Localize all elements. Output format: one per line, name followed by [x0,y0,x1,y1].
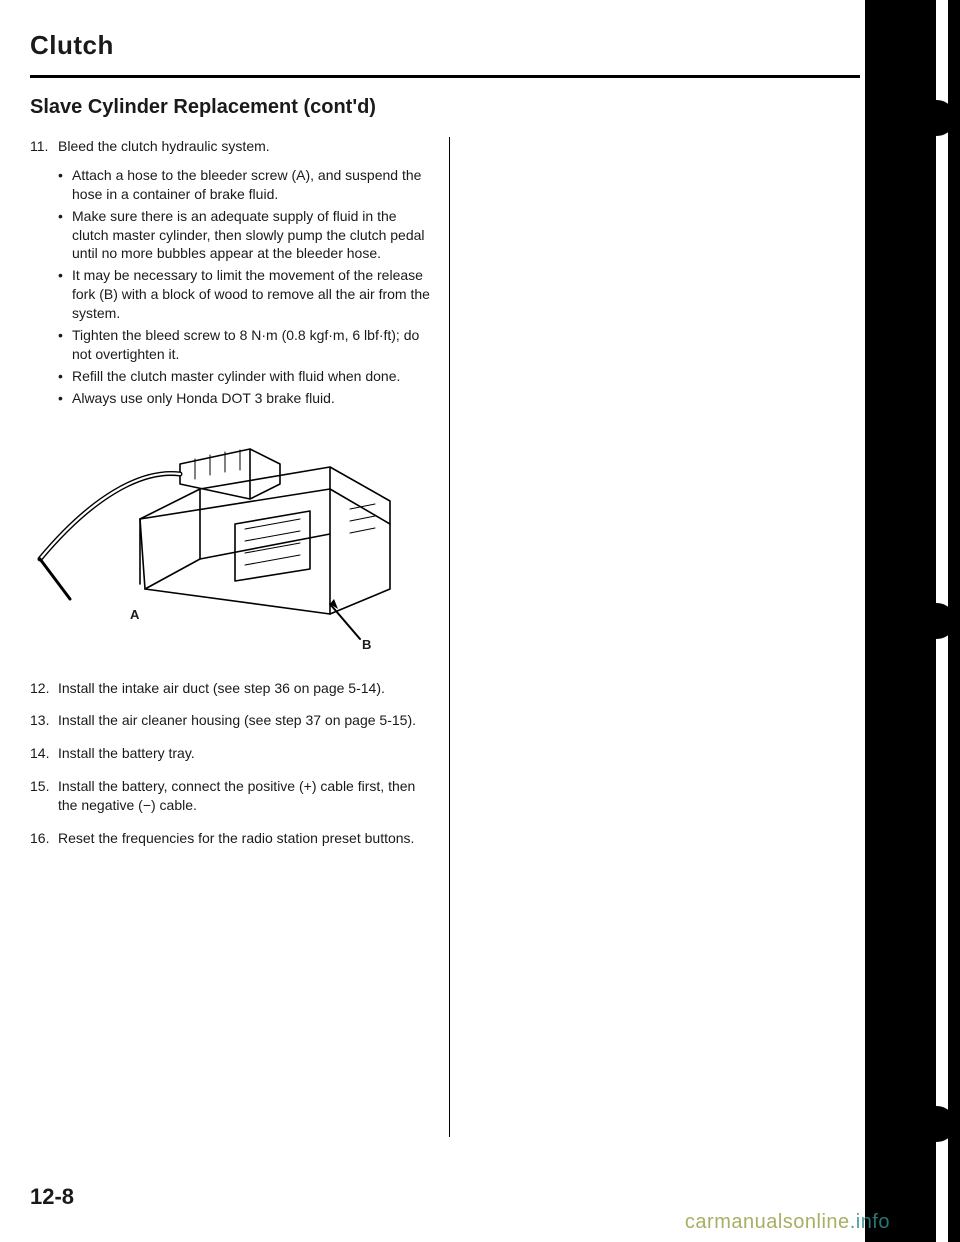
step-11: 11. Bleed the clutch hydraulic system. •… [30,137,431,411]
watermark: carmanualsonline.info [685,1211,890,1234]
step-text: Install the battery, connect the positiv… [58,777,431,815]
bullet-dot: • [58,266,72,323]
bullet-text: Tighten the bleed screw to 8 N·m (0.8 kg… [72,326,431,364]
bullet-dot: • [58,207,72,264]
step-15: 15. Install the battery, connect the pos… [30,777,431,815]
step-text: Install the battery tray. [58,744,431,763]
bullet-text: Make sure there is an adequate supply of… [72,207,431,264]
ring-clip-icon [890,85,960,155]
section-title: Slave Cylinder Replacement (cont'd) [30,96,860,119]
figure-slave-cylinder: A B [30,429,410,659]
watermark-text-a: carmanualsonline [685,1211,850,1233]
bullet-dot: • [58,326,72,364]
bullet-text: Refill the clutch master cylinder with f… [72,367,431,386]
step-number: 12. [30,679,58,698]
bullet-list: •Attach a hose to the bleeder screw (A),… [58,166,431,408]
bullet-dot: • [58,367,72,386]
step-12: 12. Install the intake air duct (see ste… [30,679,431,698]
bullet-dot: • [58,166,72,204]
page-number: 12-8 [30,1184,74,1210]
watermark-text-b: .info [850,1211,890,1233]
figure-label-a: A [130,607,139,622]
column-left: 11. Bleed the clutch hydraulic system. •… [30,137,450,1137]
bullet-text: Always use only Honda DOT 3 brake fluid. [72,389,431,408]
bullet-text: It may be necessary to limit the movemen… [72,266,431,323]
bullet-dot: • [58,389,72,408]
step-text: Install the intake air duct (see step 36… [58,679,431,698]
chapter-title: Clutch [30,30,860,61]
step-number: 16. [30,829,58,848]
bullet-text: Attach a hose to the bleeder screw (A), … [72,166,431,204]
step-number: 14. [30,744,58,763]
step-16: 16. Reset the frequencies for the radio … [30,829,431,848]
step-number: 15. [30,777,58,815]
rule-top [30,75,860,78]
figure-label-b: B [362,637,371,652]
step-13: 13. Install the air cleaner housing (see… [30,711,431,730]
step-number: 13. [30,711,58,730]
step-text: Install the air cleaner housing (see ste… [58,711,431,730]
step-14: 14. Install the battery tray. [30,744,431,763]
step-intro: Bleed the clutch hydraulic system. [58,137,431,156]
step-text: Reset the frequencies for the radio stat… [58,829,431,848]
ring-clip-icon [890,1091,960,1161]
step-number: 11. [30,137,58,411]
ring-clip-icon [890,588,960,658]
